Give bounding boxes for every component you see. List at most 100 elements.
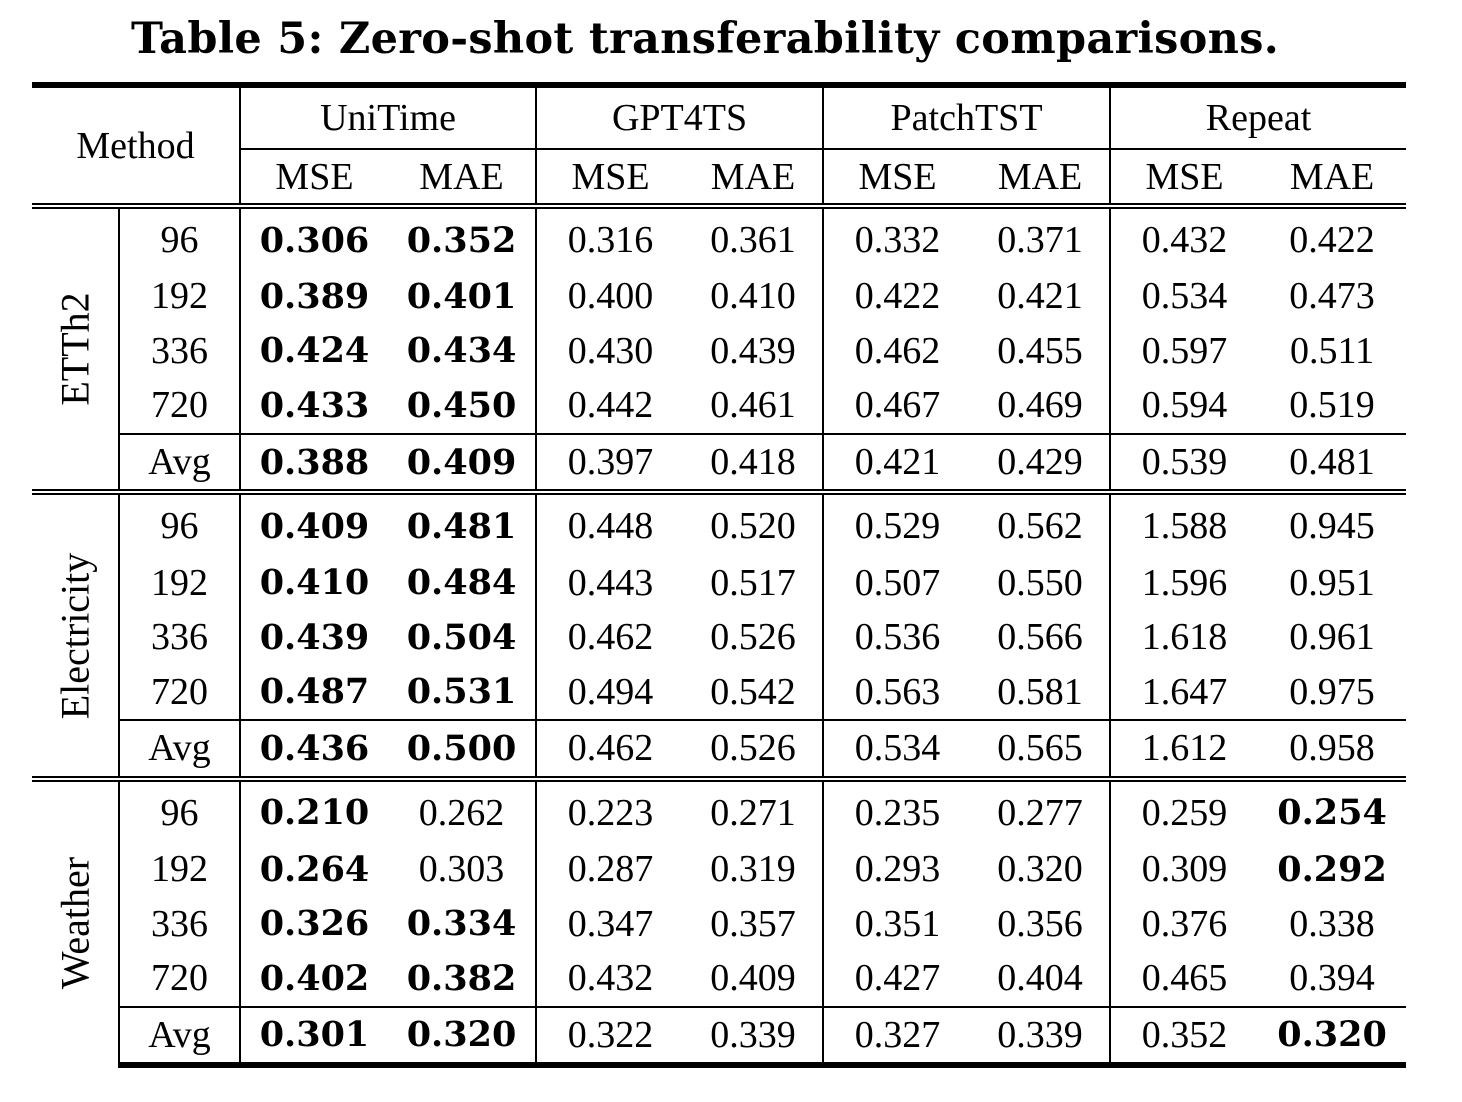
table-row: Avg 0.301 0.320 0.322 0.339 0.327 0.339 0.352 0.… — [32, 1005, 1407, 1069]
dataset-label-cell: Electricity — [32, 489, 119, 779]
value-cell: 0.951 — [1289, 561, 1375, 604]
value-cell: 0.320 — [1258, 1005, 1407, 1069]
value-cell: 0.433 — [259, 384, 370, 426]
value-cell: 0.254 — [1258, 775, 1407, 842]
value-cell: 0.351 — [822, 896, 972, 951]
value-cell: 0.563 — [822, 664, 972, 721]
value-cell: 0.382 — [406, 957, 517, 999]
value-cell: 0.484 — [406, 562, 517, 604]
value-cell: 0.597 — [1109, 323, 1259, 379]
table-row: 720 0.487 0.531 0.494 0.542 0.563 0.581 1.647 0.… — [32, 664, 1406, 721]
value-cell: 0.339 — [684, 1005, 824, 1069]
metric-header: MSE — [239, 149, 388, 207]
value-cell: 0.565 — [971, 719, 1111, 779]
value-cell: 0.562 — [971, 489, 1111, 556]
table-row: 192 0.264 0.303 0.287 0.319 0.293 0.320 0.309 0.… — [32, 841, 1406, 897]
value-cell: 0.327 — [822, 1005, 972, 1069]
metric-header: MAE — [1258, 149, 1407, 207]
table-row: Weather 96 0.210 0.262 0.223 0.271 0.235 0.277 0… — [32, 775, 1407, 1066]
value-cell: 0.401 — [406, 275, 517, 317]
table-row: 192 0.389 0.401 0.400 0.410 0.422 0.421 0.534 0.… — [32, 269, 1406, 324]
value-cell: 0.338 — [1289, 902, 1375, 945]
value-cell: 0.455 — [997, 329, 1083, 372]
value-cell: 0.469 — [997, 384, 1083, 427]
value-cell: 0.975 — [1289, 670, 1375, 713]
value-cell: 0.436 — [240, 719, 388, 779]
value-cell: 0.534 — [1109, 269, 1259, 324]
value-cell: 0.319 — [710, 848, 796, 891]
value-cell: 0.481 — [1258, 432, 1407, 493]
value-cell: 1.612 — [1109, 719, 1259, 779]
metric-header: MAE — [684, 149, 824, 207]
value-cell: 0.507 — [822, 555, 972, 610]
metric-header: MAE — [971, 149, 1111, 207]
value-cell: 0.404 — [997, 957, 1083, 1000]
value-cell: 0.410 — [259, 562, 370, 604]
dataset-label-cell: Weather — [32, 775, 119, 1066]
horizon-cell: 720 — [118, 378, 241, 434]
table-row: 720 0.433 0.450 0.442 0.461 0.467 0.469 0.594 0.… — [32, 378, 1406, 434]
value-cell: 1.618 — [1109, 609, 1259, 665]
horizon-cell: 336 — [118, 323, 241, 379]
value-cell: 0.400 — [535, 269, 685, 324]
value-cell: 0.301 — [240, 1005, 388, 1069]
model-header-unitime: UniTime — [238, 82, 537, 150]
metric-header: MSE — [822, 149, 972, 207]
value-cell: 0.303 — [418, 848, 505, 891]
value-cell: 0.271 — [684, 775, 824, 842]
value-cell: 0.422 — [1258, 203, 1407, 269]
value-cell: 0.394 — [1289, 957, 1375, 1000]
value-cell: 0.376 — [1109, 896, 1259, 951]
value-cell: 0.448 — [535, 489, 685, 556]
value-cell: 0.422 — [822, 269, 972, 324]
dataset-label: ETTh2 — [52, 292, 98, 406]
metric-header: MAE — [388, 149, 537, 207]
value-cell: 0.961 — [1289, 616, 1375, 659]
dataset-label: Electricity — [52, 552, 98, 719]
value-cell: 0.326 — [259, 903, 370, 945]
model-header-patchtst: PatchTST — [822, 82, 1111, 150]
value-cell: 0.529 — [822, 489, 972, 556]
table-header: Method UniTime GPT4TS PatchTST Repeat MS… — [32, 82, 1407, 207]
value-cell: 0.418 — [684, 432, 824, 493]
value-cell: 0.481 — [388, 489, 537, 556]
horizon-cell: 720 — [118, 664, 241, 721]
horizon-cell: 192 — [118, 269, 241, 324]
value-cell: 0.402 — [259, 957, 370, 999]
value-cell: 0.539 — [1109, 432, 1259, 493]
horizon-cell: Avg — [118, 432, 241, 493]
value-cell: 0.462 — [535, 609, 685, 665]
dataset-block-weather: Weather 96 0.210 0.262 0.223 0.271 0.235 0.277 0… — [32, 775, 1407, 1069]
value-cell: 0.500 — [388, 719, 537, 779]
value-cell: 0.550 — [997, 561, 1083, 604]
horizon-cell: 192 — [118, 555, 241, 610]
value-cell: 0.434 — [406, 330, 517, 372]
table-row: Electricity 96 0.409 0.481 0.448 0.520 0.529 0.… — [32, 489, 1407, 779]
value-cell: 0.511 — [1290, 329, 1375, 372]
value-cell: 0.306 — [240, 203, 388, 269]
value-cell: 0.467 — [822, 378, 972, 434]
value-cell: 1.596 — [1109, 555, 1259, 610]
value-cell: 0.465 — [1109, 950, 1259, 1007]
value-cell: 0.432 — [535, 950, 685, 1007]
table-row: 336 0.439 0.504 0.462 0.526 0.536 0.566 1.618 0.… — [32, 609, 1406, 665]
value-cell: 0.536 — [822, 609, 972, 665]
value-cell: 0.429 — [971, 432, 1111, 493]
value-cell: 0.424 — [259, 330, 370, 372]
value-cell: 0.442 — [535, 378, 685, 434]
value-cell: 0.389 — [259, 275, 370, 317]
value-cell: 0.461 — [710, 384, 796, 427]
value-cell: 0.504 — [406, 616, 517, 658]
value-cell: 0.397 — [535, 432, 685, 493]
horizon-cell: 336 — [118, 896, 241, 951]
value-cell: 0.494 — [535, 664, 685, 721]
horizon-cell: 192 — [118, 841, 241, 897]
value-cell: 0.357 — [710, 902, 796, 945]
horizon-cell: 336 — [118, 609, 241, 665]
value-cell: 0.316 — [535, 203, 685, 269]
results-table: Method UniTime GPT4TS PatchTST Repeat MS… — [32, 82, 1407, 1069]
table-caption: Table 5: Zero-shot transferability compa… — [131, 14, 1279, 64]
value-cell: 0.443 — [535, 555, 685, 610]
value-cell: 0.519 — [1289, 384, 1375, 427]
dataset-block-electricity: Electricity 96 0.409 0.481 0.448 0.520 0.529 0.… — [32, 489, 1407, 779]
